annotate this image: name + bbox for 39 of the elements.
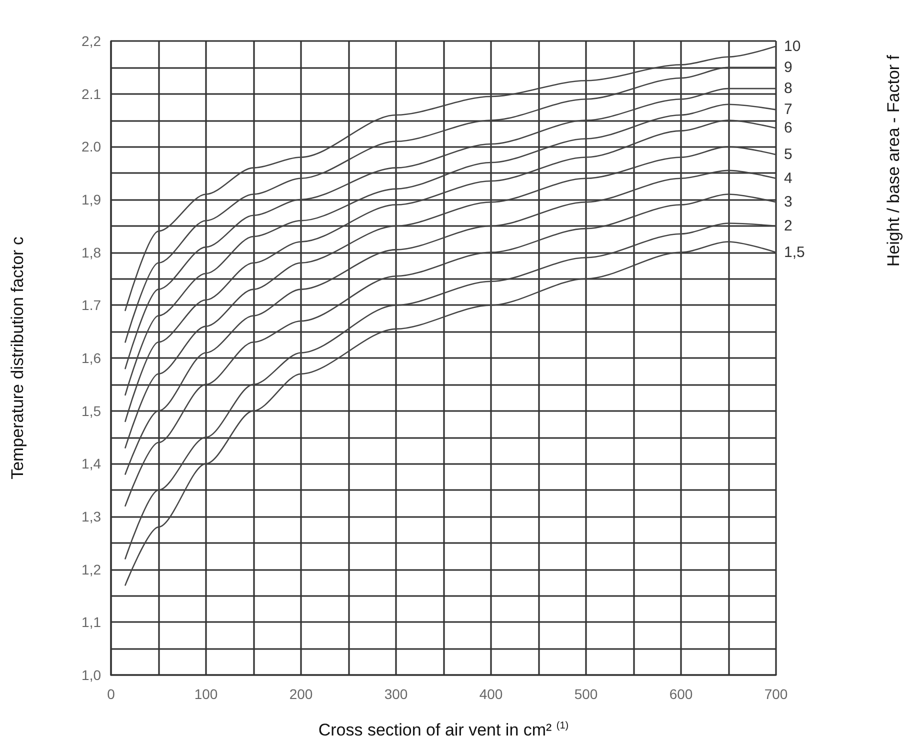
y-tick-label: 2.1 [82,86,102,102]
series-label: 9 [784,58,792,76]
series-label: 7 [784,101,792,118]
y-tick-label: 1,4 [82,456,102,472]
x-tick-label: 700 [764,686,788,702]
y-axis-title: Temperature distribution factor c [8,236,27,480]
y-tick-label: 1.7 [82,297,102,314]
y-tick-label: 2,2 [82,33,102,49]
series-label: 4 [784,170,792,187]
x-axis-title: Cross section of air vent in cm² (1) [318,720,569,740]
y-tick-label: 1,1 [82,614,102,630]
y-tick-label: 1,5 [82,402,102,419]
line-series [124,46,777,312]
series-label: 3 [784,194,792,211]
series-label: 1,5 [784,244,805,261]
y-tick-label: 1,2 [82,561,102,578]
series-label: 5 [784,146,792,164]
x-tick-label: 0 [107,686,116,702]
x-tick-label: 200 [289,686,313,702]
x-tick-label: 600 [669,686,693,702]
y-tick-label: 1,9 [82,192,102,208]
x-tick-label: 300 [384,686,408,702]
y-tick-label: 1,8 [82,244,102,260]
series-label: 6 [784,120,792,137]
text: Height / base area - Factor f [884,54,903,267]
y-tick-label: 1,3 [82,508,102,524]
y-tick-label: 1,6 [82,350,102,366]
x-tick-label: 400 [479,686,503,702]
line-series [124,66,777,343]
x-tick-label: 500 [574,686,598,702]
y-tick-label: 2.0 [82,138,102,155]
line-series [124,170,777,475]
y-tick-label: 1,0 [82,667,102,683]
series-label: 2 [784,217,792,234]
series-label: 10 [784,38,801,55]
series-label: 8 [784,80,792,98]
x-tick-label: 100 [194,686,218,702]
line-series [124,194,777,507]
line-series [124,146,777,448]
